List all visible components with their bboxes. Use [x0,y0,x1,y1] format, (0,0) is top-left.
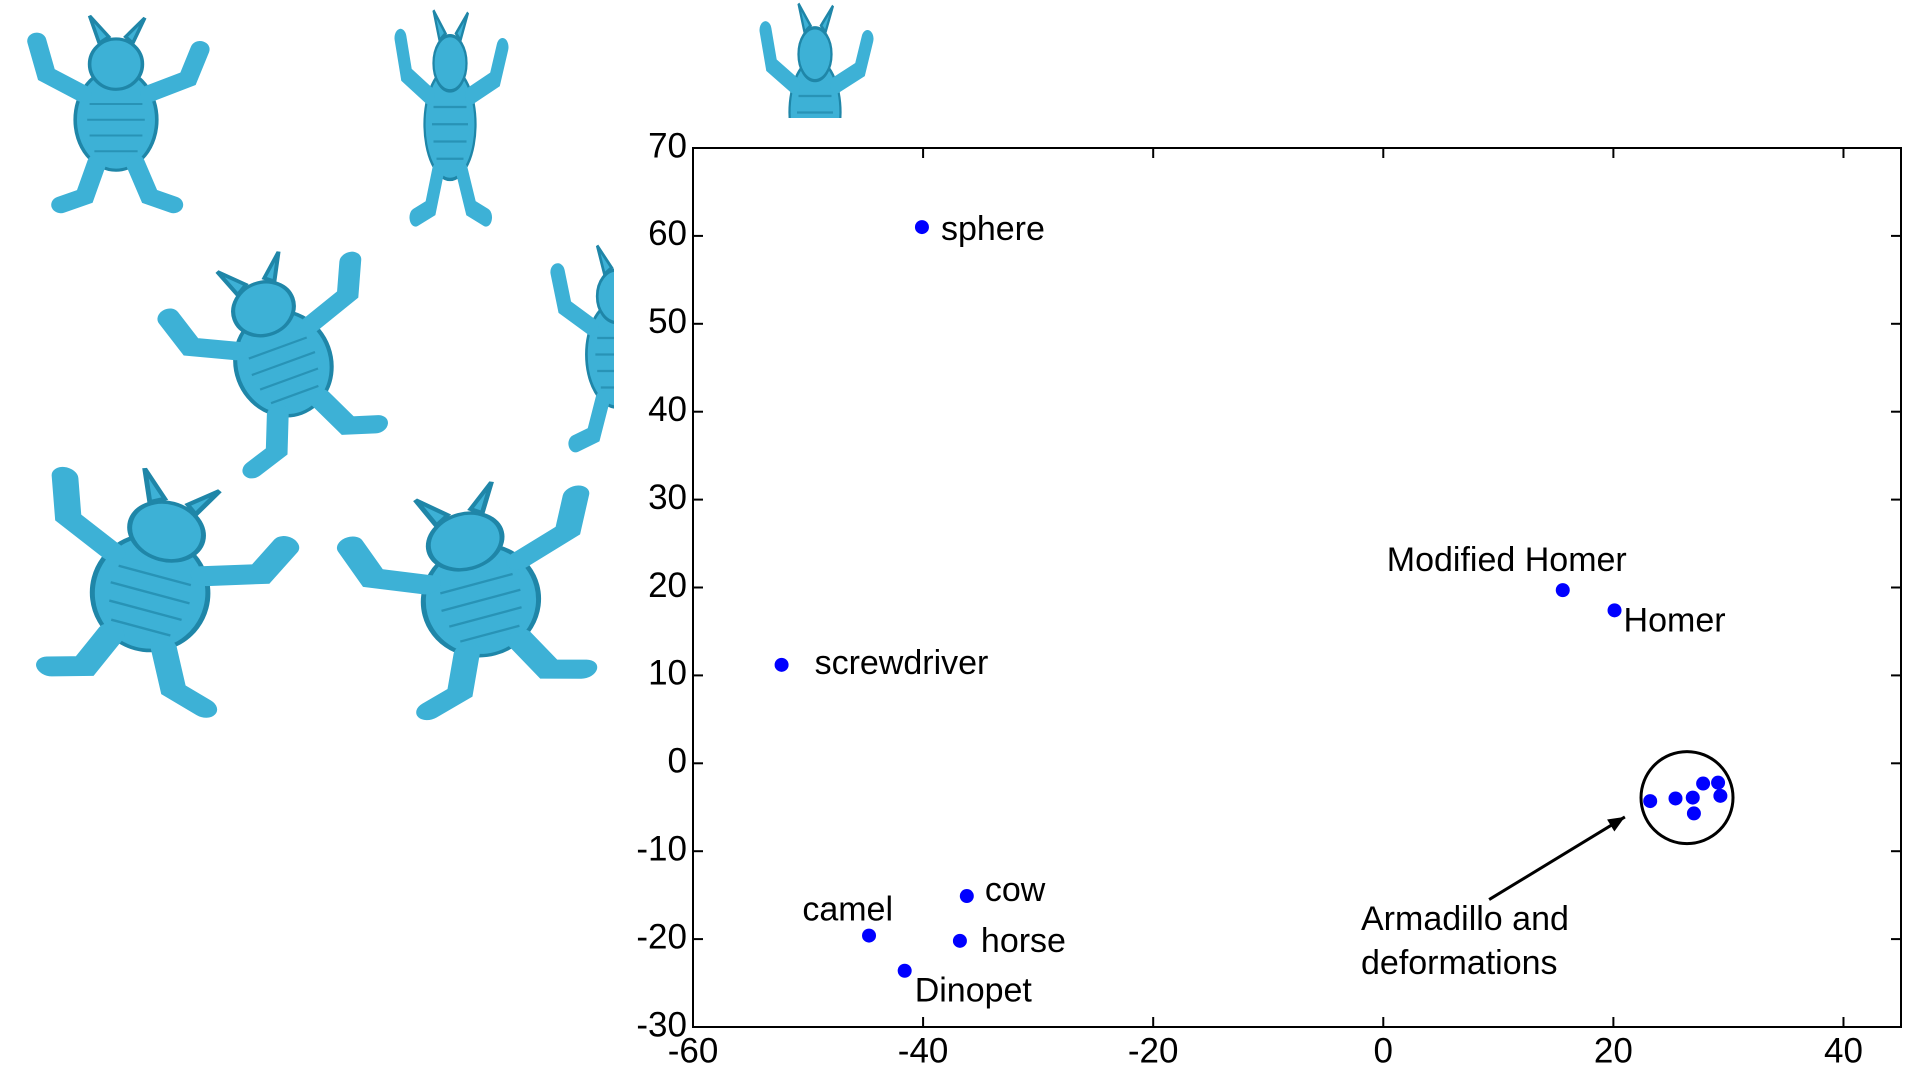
point [1643,794,1657,808]
armadillo-image [159,228,406,479]
armadillo-image [37,16,200,205]
y-tick-label: 0 [668,742,687,781]
armadillo-image [17,449,296,717]
point [1713,789,1727,803]
point-label: cow [985,871,1046,909]
annotation-text: deformations [1361,944,1558,982]
figure: -60-40-2002040-30-20-10010203040506070sp… [0,0,1905,1070]
y-tick-label: 60 [648,214,687,253]
x-tick-label: 0 [1374,1031,1393,1070]
point [1711,776,1725,790]
y-tick-label: -20 [636,917,687,956]
y-tick-label: 30 [648,478,687,517]
point-label: Modified Homer [1387,541,1627,579]
x-tick-label: 20 [1594,1031,1633,1070]
point [1608,603,1622,617]
y-tick-label: 50 [648,302,687,341]
armadillo-image [401,10,503,217]
point [898,964,912,978]
point [1696,777,1710,791]
point [1687,806,1701,820]
point [1556,583,1570,597]
y-tick-label: -10 [636,829,687,868]
y-tick-label: 20 [648,566,687,605]
y-tick-label: 10 [648,654,687,693]
armadillo-image [343,460,620,720]
point [960,889,974,903]
x-tick-label: 40 [1824,1031,1863,1070]
point [775,658,789,672]
point-label: Homer [1624,601,1726,639]
point [1669,791,1683,805]
y-tick-label: 40 [648,390,687,429]
y-tick-label: 70 [648,126,687,165]
point-label: sphere [941,210,1045,248]
point [915,220,929,234]
x-tick-label: -20 [1128,1031,1179,1070]
point [953,934,967,948]
annotation-text: Armadillo and [1361,900,1569,938]
point-label: horse [981,922,1066,960]
point-label: camel [802,891,893,929]
x-tick-label: -40 [898,1031,949,1070]
point-label: screwdriver [815,644,989,682]
y-tick-label: -30 [636,1005,687,1044]
point-label: Dinopet [915,972,1033,1010]
point [1686,791,1700,805]
point [862,929,876,943]
